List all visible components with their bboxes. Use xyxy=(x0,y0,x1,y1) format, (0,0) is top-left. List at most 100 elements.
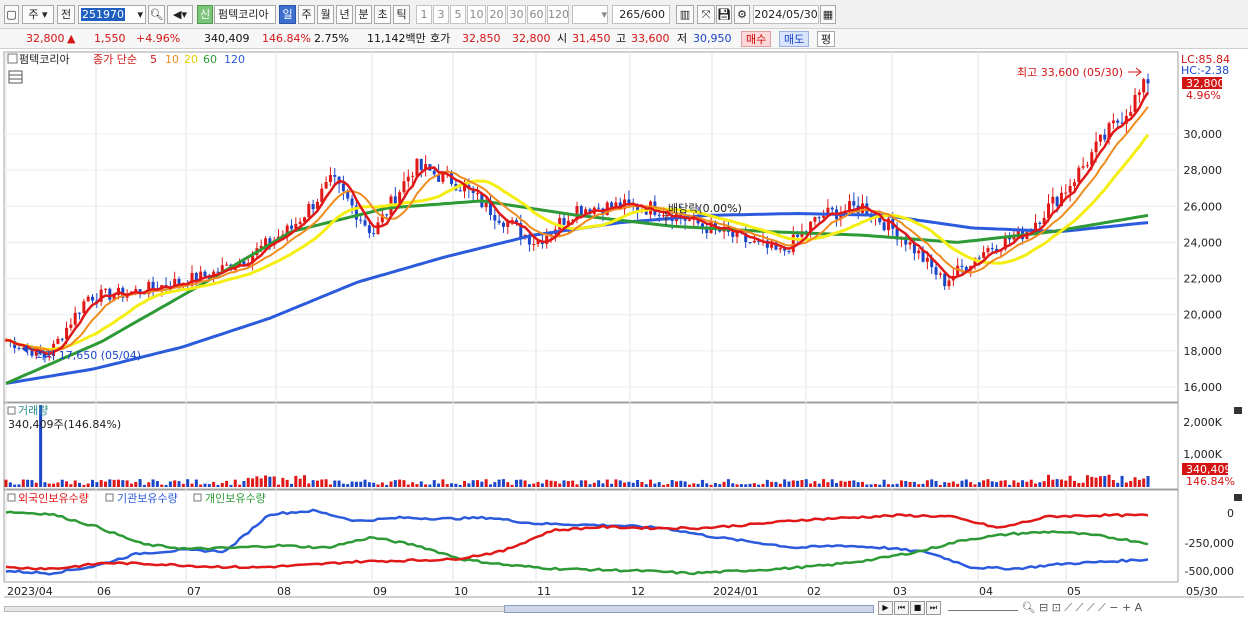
draw-tool-icon[interactable]: ⟋ xyxy=(1075,601,1084,614)
minute-unit-button[interactable]: 10 xyxy=(467,5,486,24)
scroll-right-icon[interactable]: ▶ xyxy=(878,601,893,615)
chart-svg[interactable]: 30,000 28,000 26,000 24,000 22,000 20,000 18,0… xyxy=(0,50,1248,621)
calendar-icon[interactable]: ▦ xyxy=(820,5,836,24)
draw-tool-icon[interactable]: ⟋ xyxy=(1086,601,1095,614)
volume-bar xyxy=(255,476,259,487)
volume-bar xyxy=(726,479,730,487)
candle-type-icon[interactable]: ▥ xyxy=(676,5,694,24)
stop-icon[interactable]: ■ xyxy=(910,601,925,615)
zoom-slider[interactable] xyxy=(948,603,1018,611)
sell-button[interactable]: 매도 xyxy=(779,31,810,47)
volume-bar xyxy=(238,484,242,487)
volume-bar xyxy=(13,484,17,487)
timeframe-tab[interactable]: 년 xyxy=(336,5,353,24)
minute-unit-button[interactable]: 20 xyxy=(487,5,506,24)
volume-bar xyxy=(566,481,570,487)
timeframe-tab[interactable]: 틱 xyxy=(393,5,410,24)
speaker-dropdown-icon[interactable]: ◀▾ xyxy=(167,5,193,24)
candle-body xyxy=(1085,165,1089,167)
horizontal-scrollbar[interactable] xyxy=(4,604,874,614)
volume-close-icon[interactable] xyxy=(1234,407,1242,414)
chart-area[interactable]: 30,000 28,000 26,000 24,000 22,000 20,000 18,0… xyxy=(0,50,1248,621)
volume-bar xyxy=(770,481,774,487)
zoom-search-icon[interactable]: 🔍︎ xyxy=(1021,601,1036,614)
save-icon[interactable]: 💾︎ xyxy=(716,5,732,24)
draw-tool-icon[interactable]: ⟋ xyxy=(1064,601,1073,614)
candle-body xyxy=(324,181,328,189)
volume-bar xyxy=(411,482,415,487)
average-button[interactable]: 평 xyxy=(817,31,836,47)
timeframe-tab[interactable]: 주 xyxy=(298,5,315,24)
candle-body xyxy=(1137,92,1141,95)
gear-icon[interactable]: ⚙ xyxy=(734,5,750,24)
volume-bar xyxy=(134,481,138,487)
volume-bar xyxy=(523,480,527,487)
window-menu-icon[interactable]: ▢ xyxy=(4,5,19,24)
candle-body xyxy=(1077,167,1081,183)
unit-dropdown[interactable]: ▾ xyxy=(572,5,608,24)
minute-unit-button[interactable]: 5 xyxy=(450,5,466,24)
zoom-in-icon[interactable]: + xyxy=(1121,601,1132,614)
timeframe-tab[interactable]: 일 xyxy=(279,5,296,24)
volume-bar xyxy=(428,484,432,487)
zoom-out-icon[interactable]: − xyxy=(1109,601,1119,614)
date-input[interactable]: 2024/05/30 xyxy=(753,5,819,24)
timeframe-tab[interactable]: 분 xyxy=(355,5,372,24)
scrollbar-thumb[interactable] xyxy=(504,605,874,613)
chart-table-icon[interactable] xyxy=(8,70,23,84)
volume-panel-frame xyxy=(3,402,1179,490)
volume-bar xyxy=(1098,476,1102,487)
crosshair-icon[interactable]: ⤧ xyxy=(697,5,715,24)
text-tool-icon[interactable]: A xyxy=(1134,601,1143,614)
prev-button[interactable]: 전 xyxy=(57,5,75,24)
zoom-tool-icon[interactable]: ⊟ xyxy=(1038,601,1049,614)
volume-bar xyxy=(1064,480,1068,487)
high-value: 33,600 xyxy=(631,32,670,45)
buy-button[interactable]: 매수 xyxy=(741,31,772,47)
candle-body xyxy=(813,217,817,222)
stock-name-field[interactable]: 펌텍코리아 xyxy=(214,5,276,24)
volume-bar xyxy=(82,484,86,487)
candle-body xyxy=(830,207,834,210)
minute-unit-button[interactable]: 3 xyxy=(433,5,449,24)
candle-body xyxy=(908,242,912,245)
candle-body xyxy=(848,201,852,211)
dividend-annotation: 배당락(0.00%) xyxy=(668,202,742,215)
timeframe-tab[interactable]: 월 xyxy=(317,5,334,24)
x-tick-label: 04 xyxy=(979,585,993,598)
volume-toggle-icon[interactable] xyxy=(7,406,16,415)
x-tick-label: 03 xyxy=(893,585,907,598)
candle-body xyxy=(744,233,748,243)
volume-bar xyxy=(233,479,237,487)
search-icon[interactable]: 🔍︎ xyxy=(148,5,165,24)
individual-toggle-icon[interactable] xyxy=(193,493,202,502)
period-dropdown[interactable]: 주 ▾ xyxy=(22,5,54,24)
jump-end-icon[interactable]: ⏭ xyxy=(926,601,941,615)
zoom-tool-icon[interactable]: ⊡ xyxy=(1051,601,1061,614)
volume-bar xyxy=(341,483,345,487)
minute-unit-button[interactable]: 120 xyxy=(547,5,569,24)
holding-close-icon[interactable] xyxy=(1234,494,1242,501)
ma-period-10: 10 xyxy=(165,53,179,66)
volume-bar xyxy=(1042,481,1046,487)
draw-tool-icon[interactable]: ⟋ xyxy=(1098,601,1106,614)
panel-toggle-icon[interactable] xyxy=(7,53,18,64)
minute-unit-button[interactable]: 60 xyxy=(527,5,546,24)
holding-toggle-icon[interactable] xyxy=(7,493,16,502)
volume-bar xyxy=(1068,475,1072,487)
candle-body xyxy=(1094,141,1098,153)
candle-body xyxy=(30,349,34,356)
candle-body xyxy=(34,348,38,356)
volume-bar xyxy=(480,481,484,487)
volume-bar xyxy=(415,484,419,487)
institution-toggle-icon[interactable] xyxy=(105,493,114,502)
volume-bar xyxy=(229,484,233,487)
volume-bar xyxy=(99,480,103,487)
count-input[interactable]: 265/600 xyxy=(612,5,670,24)
jump-start-icon[interactable]: ⏮ xyxy=(894,601,909,615)
minute-unit-button[interactable]: 30 xyxy=(507,5,526,24)
timeframe-tab[interactable]: 초 xyxy=(374,5,391,24)
minute-unit-button[interactable]: 1 xyxy=(416,5,432,24)
volume-bar xyxy=(956,483,960,487)
stock-code-input[interactable]: 251970 ▾ xyxy=(78,5,146,24)
